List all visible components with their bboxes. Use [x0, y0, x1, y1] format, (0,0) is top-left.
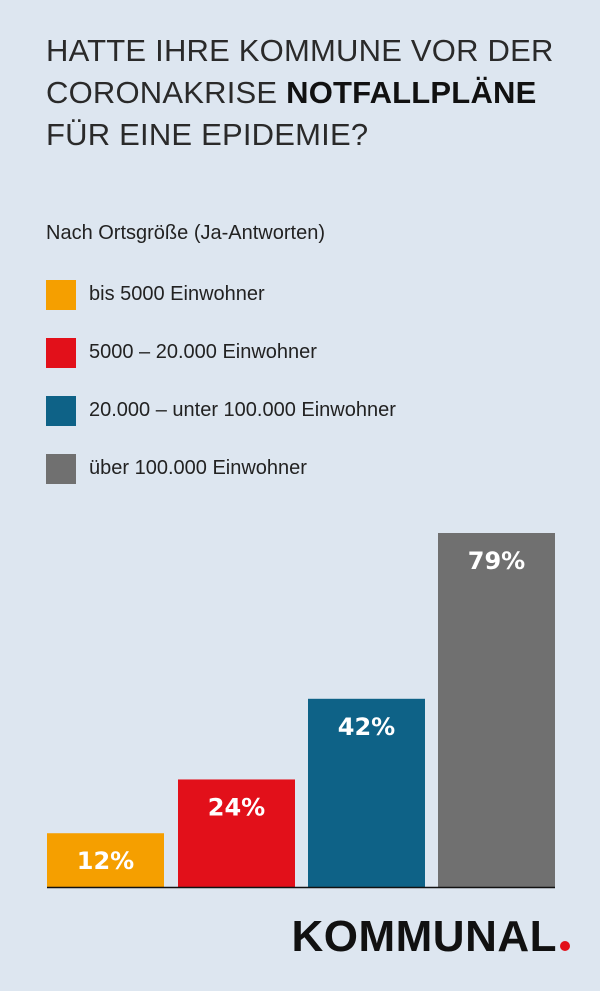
- legend-swatch: [46, 337, 76, 368]
- chart-title: HATTE IHRE KOMMUNE VOR DER CORONAKRISE N…: [46, 30, 576, 156]
- bar-value-label: 42%: [338, 713, 395, 741]
- brand-name: KOMMUNAL: [291, 912, 557, 961]
- title-line-3: FÜR EINE EPIDEMIE?: [46, 117, 369, 152]
- legend-swatch: [46, 395, 76, 426]
- title-emphasis: NOTFALLPLÄNE: [286, 75, 537, 110]
- bar-value-label: 79%: [468, 547, 525, 575]
- legend-item: über 100.000 Einwohner: [46, 452, 396, 485]
- legend-item: 20.000 – unter 100.000 Einwohner: [46, 394, 396, 427]
- bar-value-label: 24%: [208, 793, 265, 821]
- bar-3: [308, 698, 425, 887]
- legend-label: 5000 – 20.000 Einwohner: [89, 341, 317, 363]
- title-line-2-prefix: CORONAKRISE: [46, 75, 287, 110]
- legend-item: bis 5000 Einwohner: [46, 278, 396, 311]
- legend-item: 5000 – 20.000 Einwohner: [46, 336, 396, 369]
- legend-swatch: [46, 453, 76, 484]
- chart-subtitle: Nach Ortsgröße (Ja-Antworten): [46, 222, 325, 244]
- legend-label: über 100.000 Einwohner: [89, 457, 307, 479]
- bar-1: [47, 833, 164, 887]
- legend-label: bis 5000 Einwohner: [89, 283, 265, 305]
- brand-logo: KOMMUNAL: [291, 912, 570, 962]
- title-line-1: HATTE IHRE KOMMUNE VOR DER: [46, 33, 554, 68]
- bar-value-label: 12%: [77, 847, 134, 875]
- legend-label: 20.000 – unter 100.000 Einwohner: [89, 399, 396, 421]
- brand-dot: [560, 941, 570, 951]
- bar-4: [438, 533, 555, 887]
- legend-swatch: [46, 279, 76, 310]
- bar-2: [178, 779, 295, 887]
- legend: bis 5000 Einwohner 5000 – 20.000 Einwohn…: [46, 278, 396, 510]
